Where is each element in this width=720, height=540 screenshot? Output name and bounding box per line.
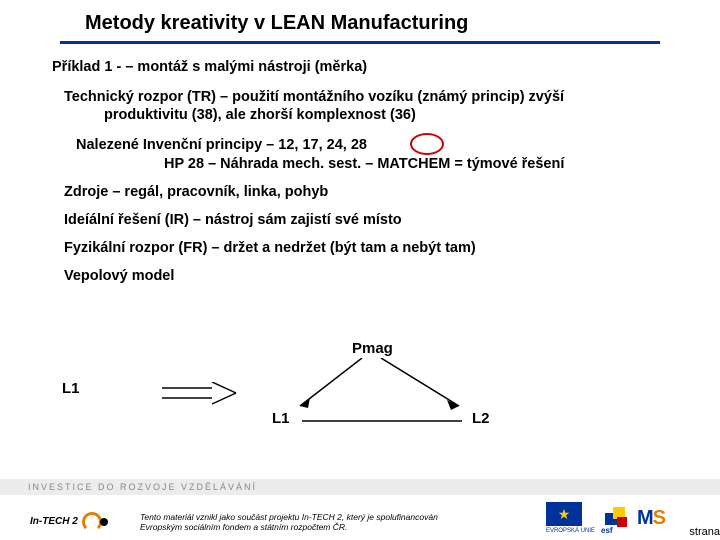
- inv-line2: HP 28 – Náhrada mech. sest. – MATCHEM = …: [164, 156, 564, 172]
- eu-logos-group: ★ EVROPSKÁ UNIE esf MS: [546, 502, 665, 534]
- footer: In-TECH 2 Tento materiál vznikl jako sou…: [0, 495, 720, 540]
- footer-disclaimer: Tento materiál vznikl jako součást proje…: [140, 512, 470, 532]
- l1-left-label: L1: [62, 380, 80, 397]
- inventive-principles: Nalezené Invenční principy – 12, 17, 24,…: [76, 136, 682, 172]
- esf-logo-icon: esf: [601, 503, 631, 533]
- vepol-label: Vepolový model: [64, 267, 682, 285]
- example-line: Příklad 1 - – montáž s malými nástroji (…: [52, 58, 682, 76]
- l1-lines-icon: [162, 382, 242, 422]
- l1-mid-label: L1: [272, 410, 290, 427]
- msmt-logo-icon: MS: [637, 507, 665, 530]
- ir-line: Ideíální řešení (IR) – nástroj sám zajis…: [64, 211, 682, 229]
- content-area: Příklad 1 - – montáž s malými nástroji (…: [0, 44, 720, 285]
- footer-band: INVESTICE DO ROZVOJE VZDĚLÁVÁNÍ: [0, 479, 720, 495]
- eu-flag-icon: ★: [546, 502, 582, 526]
- pmag-to-l2-arrow-icon: [377, 358, 467, 413]
- eu-label: EVROPSKÁ UNIE: [546, 528, 595, 534]
- l1-l2-line-icon: [302, 414, 462, 428]
- intech-logo: In-TECH 2: [30, 512, 108, 530]
- red-circle-annotation: [410, 133, 444, 155]
- intech-logo-text: In-TECH 2: [30, 516, 78, 527]
- l2-label: L2: [472, 410, 490, 427]
- svg-text:esf: esf: [601, 526, 613, 533]
- pmag-label: Pmag: [352, 340, 393, 357]
- eu-flag-block: ★ EVROPSKÁ UNIE: [546, 502, 595, 534]
- tr-paragraph: Technický rozpor (TR) – použití montážní…: [64, 88, 682, 124]
- eu-stars-icon: ★: [558, 506, 571, 523]
- page-label: strana: [689, 526, 720, 538]
- tr-line1: Technický rozpor (TR) – použití montážní…: [64, 89, 564, 105]
- swirl-icon: [82, 512, 108, 530]
- inv-line1: Nalezené Invenční principy – 12, 17, 24,…: [76, 137, 367, 153]
- tr-line2: produktivitu (38), ale zhorší komplexnos…: [104, 107, 416, 123]
- zdroje-line: Zdroje – regál, pracovník, linka, pohyb: [64, 183, 682, 201]
- pmag-to-l1-arrow-icon: [292, 358, 372, 413]
- slide: Metody kreativity v LEAN Manufacturing P…: [0, 0, 720, 540]
- slide-title: Metody kreativity v LEAN Manufacturing: [0, 12, 720, 41]
- vepol-diagram: Pmag L1 L1 L2: [52, 340, 652, 460]
- fr-line: Fyzikální rozpor (FR) – držet a nedržet …: [64, 239, 682, 257]
